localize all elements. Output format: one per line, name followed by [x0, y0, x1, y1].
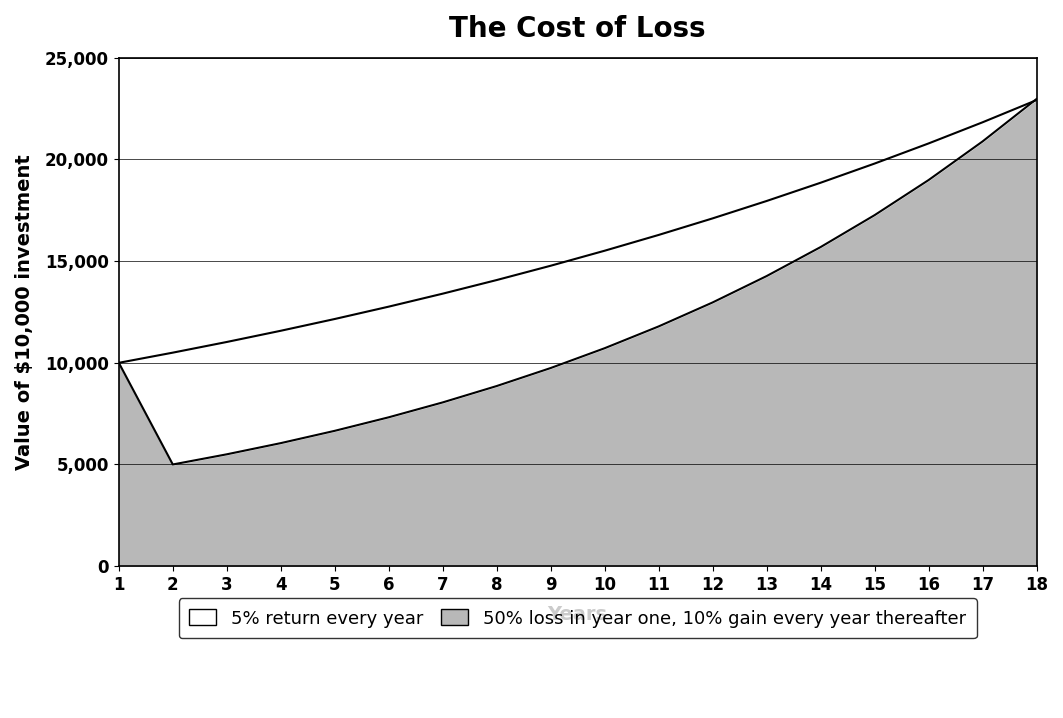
Y-axis label: Value of $10,000 investment: Value of $10,000 investment [15, 154, 34, 470]
X-axis label: Years: Years [547, 605, 608, 624]
Legend: 5% return every year, 50% loss in year one, 10% gain every year thereafter: 5% return every year, 50% loss in year o… [179, 599, 977, 638]
Title: The Cost of Loss: The Cost of Loss [450, 15, 706, 43]
